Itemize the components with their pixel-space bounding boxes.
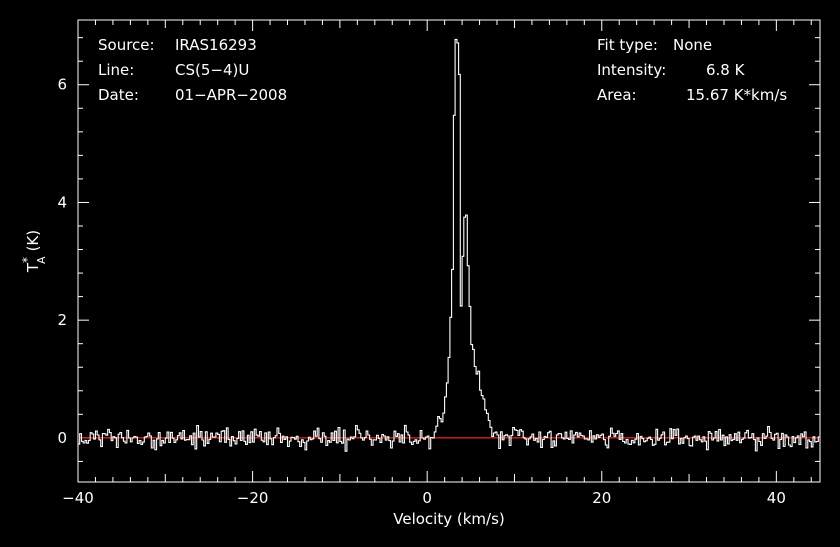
y-axis-label-sup: * bbox=[20, 257, 34, 263]
y-tick-label: 2 bbox=[57, 311, 67, 329]
line-value: CS(5−4)U bbox=[175, 61, 250, 79]
intensity-label: Intensity: bbox=[597, 61, 667, 79]
source-value: IRAS16293 bbox=[175, 36, 257, 54]
area-value: 15.67 K*km/s bbox=[686, 86, 788, 104]
x-tick-label: 40 bbox=[767, 489, 786, 507]
x-tick-label: −40 bbox=[62, 489, 94, 507]
svg-text:T*A(K): T*A (K) bbox=[20, 230, 48, 273]
y-tick-label: 6 bbox=[57, 76, 67, 94]
x-axis-label: Velocity (km/s) bbox=[393, 510, 504, 528]
area-label: Area: bbox=[597, 86, 637, 104]
y-tick-label: 4 bbox=[57, 193, 67, 211]
y-axis-label-main: T bbox=[24, 262, 42, 273]
date-value: 01−APR−2008 bbox=[175, 86, 288, 104]
source-label: Source: bbox=[98, 36, 155, 54]
x-tick-label: 0 bbox=[422, 489, 432, 507]
y-axis-label: T*A (K) bbox=[20, 230, 48, 273]
date-label: Date: bbox=[98, 86, 139, 104]
y-axis-label-unit: (K) bbox=[24, 230, 42, 252]
x-tick-label: 20 bbox=[592, 489, 611, 507]
fit-type-label: Fit type: bbox=[597, 36, 658, 54]
spectrum-line bbox=[78, 38, 820, 452]
fit-type-value: None bbox=[673, 36, 713, 54]
intensity-value: 6.8 K bbox=[706, 61, 745, 79]
line-label: Line: bbox=[98, 61, 135, 79]
plot-frame bbox=[77, 19, 821, 483]
y-axis-label-sub: A bbox=[35, 256, 48, 264]
x-tick-label: −20 bbox=[237, 489, 269, 507]
y-tick-label: 0 bbox=[57, 429, 67, 447]
